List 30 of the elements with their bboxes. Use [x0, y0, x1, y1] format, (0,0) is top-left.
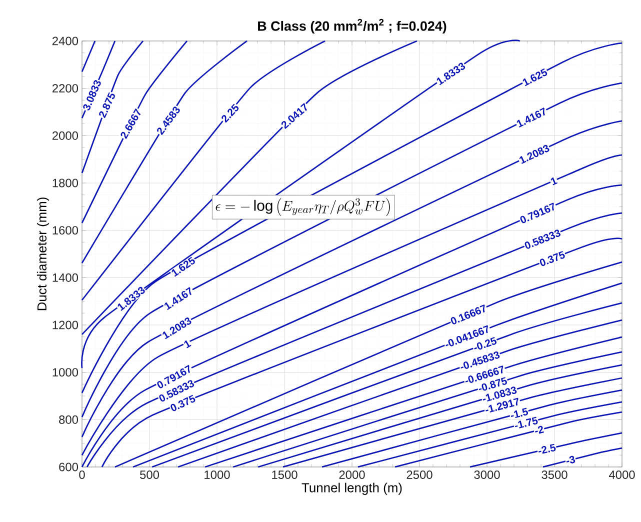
text: 1 [184, 340, 192, 348]
text: 1 [550, 177, 558, 186]
y-tick-label: 2000 [52, 131, 78, 140]
annotation: $\epsilon=-\log\left(E_{year}\eta_T/\rho Q_w^3FU\right)$ [216, 198, 390, 216]
x-tick-label: 500 [140, 470, 160, 479]
text: 1.625 [522, 68, 548, 86]
chart-title: B Class (20 mm$^{2}$/m$^{2}$ ; f=0.024) [258, 18, 446, 34]
text: 0.375 [540, 251, 565, 266]
y-tick-label: 1400 [52, 273, 78, 282]
x-axis-title: Tunnel length (m) [302, 482, 402, 495]
x-tick-label: 3000 [474, 470, 500, 479]
x-tick-label: 1500 [272, 470, 298, 479]
y-tick-label: 1600 [52, 226, 78, 235]
x-tick-label: 1000 [204, 470, 230, 479]
y-tick-label: 1800 [52, 178, 78, 188]
y-tick-label: 800 [59, 415, 78, 424]
y-tick-label: 1000 [52, 368, 78, 377]
text: -2.5 [538, 444, 556, 454]
y-tick-label: 2200 [52, 84, 78, 93]
x-tick-label: 3500 [542, 470, 568, 479]
y-tick-label: 2400 [52, 36, 78, 46]
x-tick-label: 2500 [406, 470, 432, 479]
x-tick-label: 2000 [339, 470, 365, 479]
y-axis-title: Duct diameter (mm) [36, 198, 50, 310]
text: 2.875 [99, 92, 115, 118]
y-tick-label: 600 [59, 462, 78, 472]
text: -3 [566, 456, 576, 464]
x-tick-label: 4000 [608, 470, 635, 479]
x-tick-label: 0 [79, 470, 85, 479]
y-tick-label: 1200 [52, 320, 78, 330]
